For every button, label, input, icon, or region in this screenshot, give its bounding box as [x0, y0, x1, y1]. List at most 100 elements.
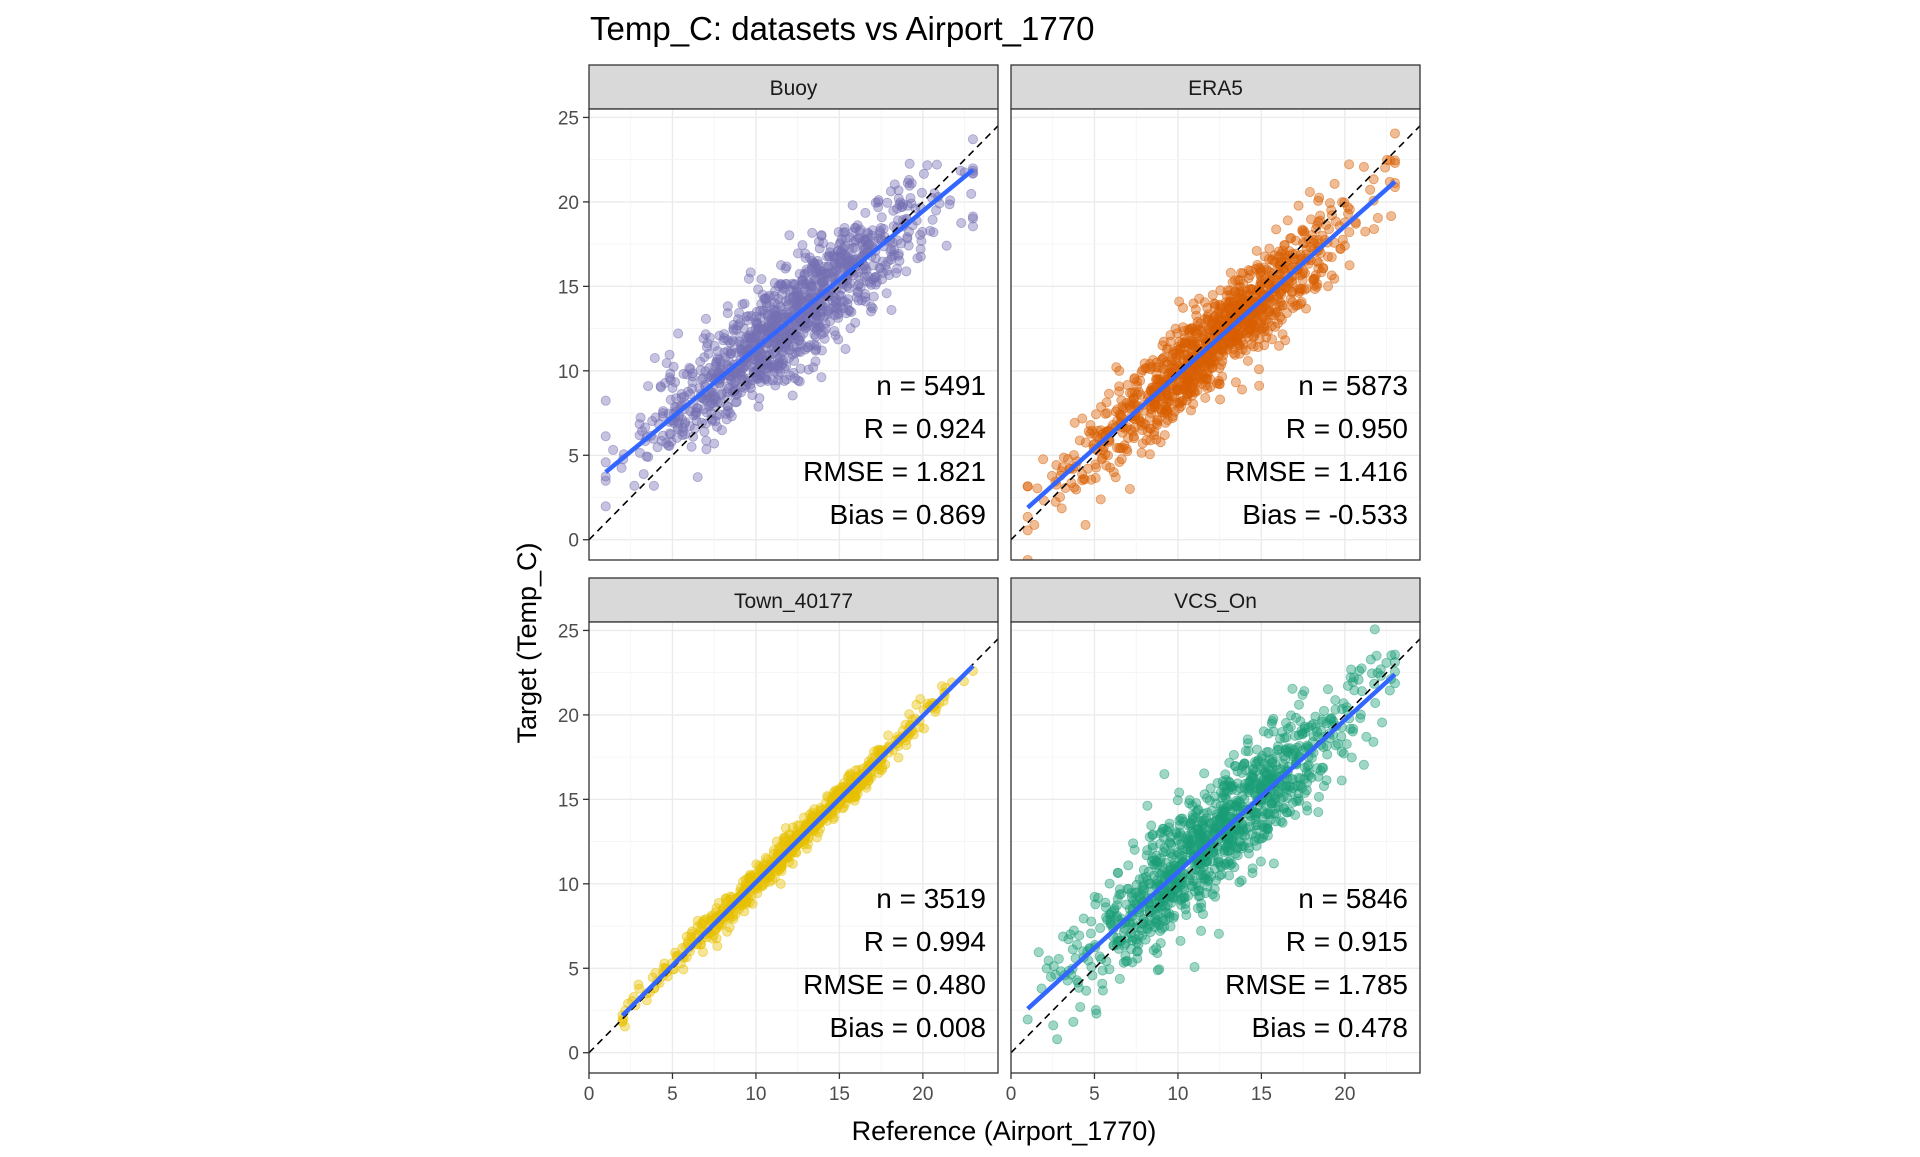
strip-label: Town_40177 — [734, 590, 853, 613]
data-point — [730, 376, 741, 387]
data-point — [1330, 216, 1341, 227]
data-point — [1137, 365, 1148, 376]
stat-bias: Bias = 0.008 — [830, 1012, 986, 1043]
data-point — [1219, 780, 1230, 791]
data-point — [1304, 187, 1315, 198]
data-point — [1291, 742, 1302, 753]
stat-r: R = 0.915 — [1286, 926, 1408, 957]
panel-vcs_on: VCS_Onn = 5846 R = 0.915 RMSE = 1.785 Bias … — [1006, 577, 1421, 1105]
data-point — [816, 230, 827, 241]
stat-bias: Bias = 0.869 — [830, 499, 986, 530]
data-point — [1255, 271, 1266, 282]
data-point — [832, 261, 843, 272]
data-point — [741, 897, 752, 908]
data-point — [633, 979, 644, 990]
y-tick-label: 20 — [558, 193, 579, 214]
data-point — [1247, 763, 1258, 774]
data-point — [829, 301, 840, 312]
data-point — [1097, 965, 1108, 976]
data-point — [1067, 944, 1078, 955]
data-point — [1124, 483, 1135, 494]
data-point — [1263, 254, 1274, 265]
data-point — [847, 200, 858, 211]
strip-background — [588, 64, 999, 110]
data-point — [638, 469, 649, 480]
data-point — [1251, 245, 1262, 256]
data-point — [1277, 329, 1288, 340]
data-point — [1230, 332, 1241, 343]
data-point — [713, 897, 724, 908]
data-point — [745, 267, 756, 278]
data-point — [750, 324, 761, 335]
data-point — [703, 348, 714, 359]
data-point — [1196, 378, 1207, 389]
data-point — [863, 271, 874, 282]
data-point — [650, 412, 661, 423]
data-point — [665, 368, 676, 379]
data-point — [1123, 860, 1134, 871]
data-point — [714, 354, 725, 365]
data-point — [1344, 227, 1355, 238]
data-point — [738, 323, 749, 334]
data-point — [1207, 289, 1218, 300]
data-point — [903, 226, 914, 237]
data-point — [1268, 858, 1279, 869]
data-point — [1161, 359, 1172, 370]
data-point — [1202, 302, 1213, 313]
data-point — [1353, 674, 1364, 685]
data-point — [1272, 293, 1283, 304]
data-point — [883, 730, 894, 741]
data-point — [1229, 862, 1240, 873]
data-point — [1154, 964, 1165, 975]
data-point — [1243, 848, 1254, 859]
data-point — [1185, 845, 1196, 856]
data-point — [911, 699, 922, 710]
data-point — [1081, 985, 1092, 996]
data-point — [1297, 226, 1308, 237]
data-point — [743, 311, 754, 322]
data-point — [1298, 237, 1309, 248]
data-point — [1197, 333, 1208, 344]
data-point — [814, 243, 825, 254]
data-point — [1189, 962, 1200, 973]
data-point — [1263, 809, 1274, 820]
data-point — [1101, 397, 1112, 408]
data-point — [1083, 426, 1094, 437]
data-point — [941, 240, 952, 251]
data-point — [743, 273, 754, 284]
data-point — [678, 391, 689, 402]
data-point — [1270, 816, 1281, 827]
data-point — [1199, 297, 1210, 308]
data-point — [734, 367, 745, 378]
stat-bias: Bias = 0.478 — [1252, 1012, 1408, 1043]
data-point — [1267, 716, 1278, 727]
x-tick-label: 10 — [745, 1084, 766, 1105]
data-point — [755, 370, 766, 381]
data-point — [1324, 198, 1335, 209]
data-point — [1207, 856, 1218, 867]
scatter-points — [1022, 128, 1400, 560]
data-point — [1095, 494, 1106, 505]
data-point — [671, 393, 682, 404]
stat-n: n = 5491 — [876, 370, 986, 401]
data-point — [772, 375, 783, 386]
data-point — [810, 356, 821, 367]
data-point — [1264, 243, 1275, 254]
data-point — [701, 444, 712, 455]
data-point — [1114, 381, 1125, 392]
data-point — [1366, 668, 1377, 679]
data-point — [1074, 435, 1085, 446]
data-point — [1156, 827, 1167, 838]
data-point — [1246, 339, 1257, 350]
data-point — [716, 425, 727, 436]
data-point — [1323, 281, 1334, 292]
strip-label: Buoy — [770, 77, 818, 100]
data-point — [1197, 870, 1208, 881]
y-tick-label: 5 — [568, 446, 579, 467]
data-point — [894, 255, 905, 266]
data-point — [1280, 282, 1291, 293]
data-point — [859, 271, 870, 282]
data-point — [1185, 387, 1196, 398]
data-point — [699, 426, 710, 437]
data-point — [825, 241, 836, 252]
